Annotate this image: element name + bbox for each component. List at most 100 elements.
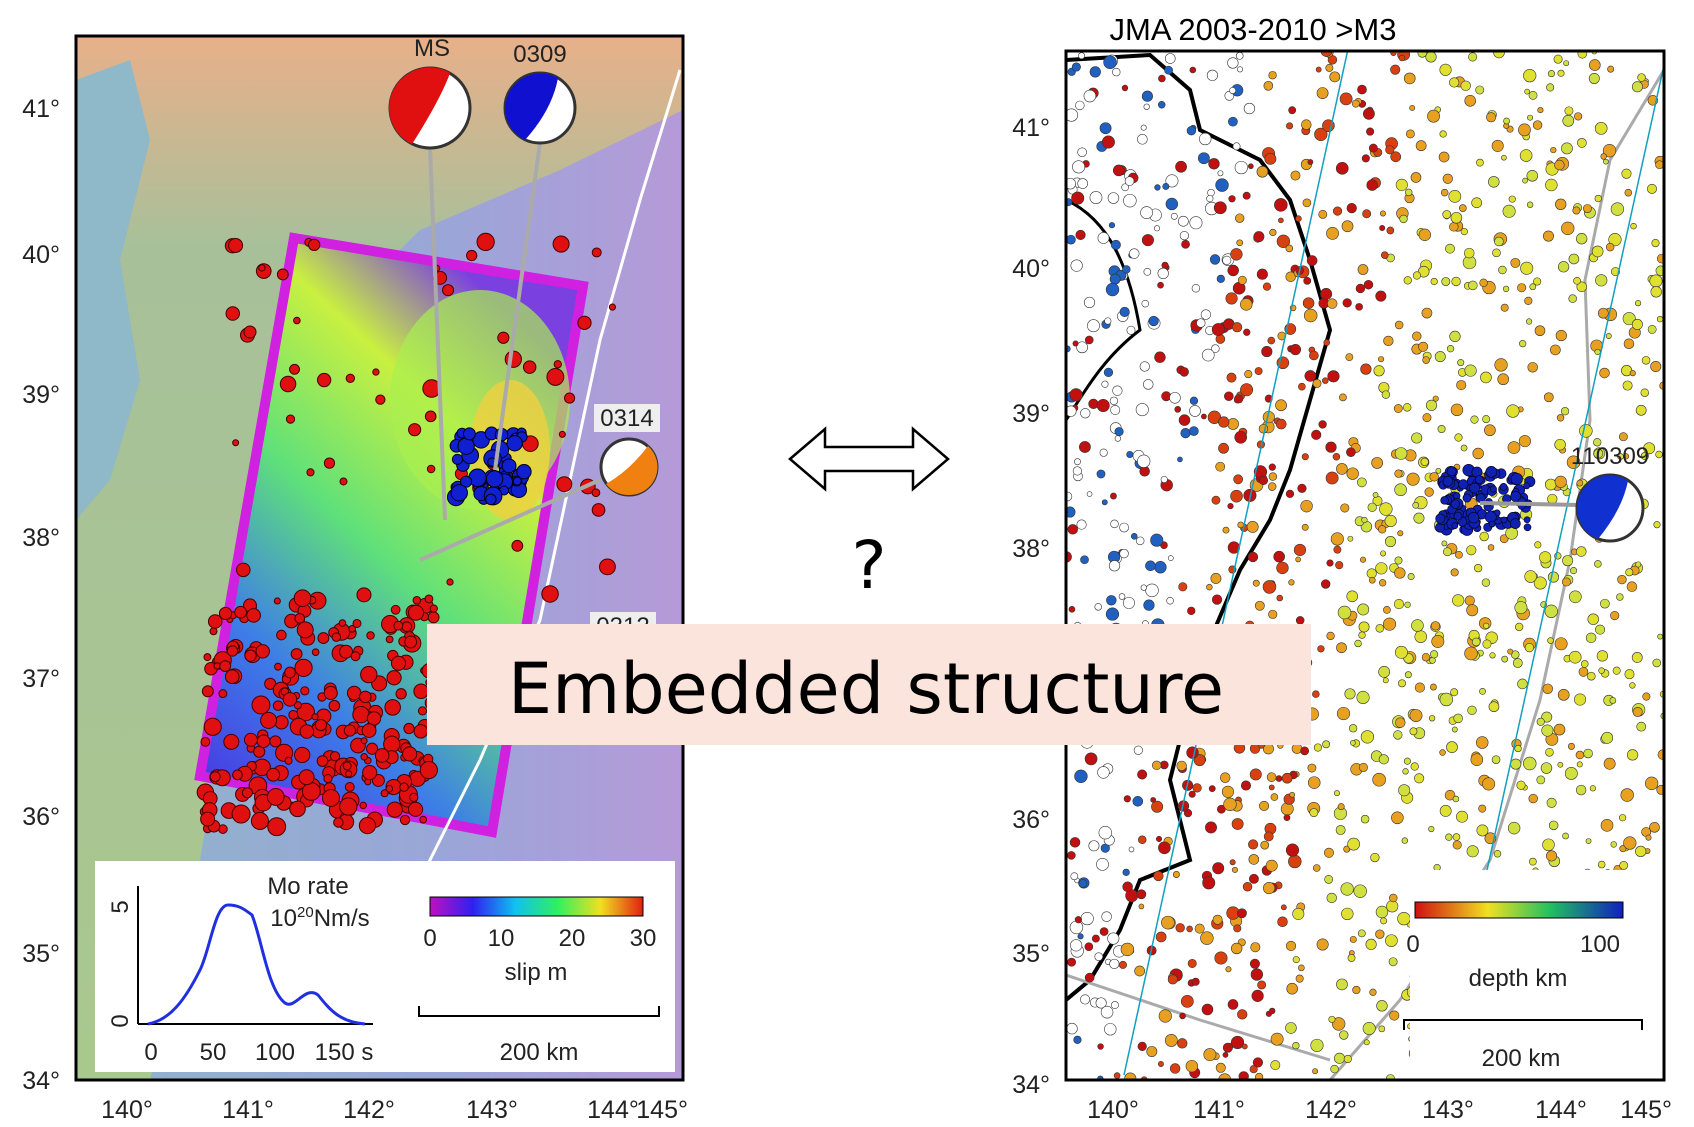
event [1143,379,1153,389]
event [1071,873,1078,880]
event [1555,199,1566,210]
event [1241,781,1250,790]
event [1100,123,1111,134]
event [1411,763,1419,771]
lon-label: 140° [101,1096,153,1124]
event [1095,953,1103,961]
event [1147,1046,1157,1056]
event [1480,279,1488,287]
aftershock [259,265,265,271]
event [1359,763,1367,771]
event [1530,284,1536,290]
event [1546,851,1556,861]
event [1085,753,1097,765]
aftershock [396,689,406,699]
event [1519,435,1530,446]
event [1380,551,1385,556]
leader [1480,503,1580,505]
event [1520,150,1532,162]
event [1175,406,1181,412]
event [1243,882,1252,891]
event [1380,918,1386,924]
event [1263,283,1271,291]
event [1458,359,1464,365]
event [1137,890,1146,899]
event [1461,445,1467,451]
event [1096,858,1108,870]
event [1259,424,1268,433]
event [1106,283,1119,296]
event [1158,268,1169,279]
event [1190,397,1198,405]
aftershock [308,239,319,250]
event [1490,486,1496,492]
event [1123,869,1130,876]
event [1089,841,1099,851]
event [1503,286,1509,292]
event [1479,688,1485,694]
event [1229,196,1236,203]
event [1500,483,1507,490]
event [1473,448,1484,459]
event [1171,213,1177,219]
event [1084,90,1096,102]
event [1122,266,1130,274]
event [1217,275,1225,283]
event [1403,768,1409,774]
event [1537,718,1545,726]
event [1550,345,1560,355]
event [1208,189,1215,196]
event [1611,841,1617,847]
lon-labels: 140°141°142°143°144°145° [101,1096,688,1124]
aftershock [285,667,296,678]
event [1251,942,1260,951]
event [1327,560,1334,567]
event [1214,202,1226,214]
aftershock [202,686,213,697]
event [1080,556,1088,564]
lat-labels: 41°40°39°38°36°35°34° [1012,114,1050,1099]
event [1138,1042,1147,1051]
event [1155,185,1161,191]
event [1244,103,1255,114]
event [1414,774,1424,784]
event [1337,707,1350,720]
aftershock [220,661,231,672]
event [1276,419,1286,429]
event [1475,476,1483,484]
event [1213,915,1222,924]
event [1110,493,1116,499]
aftershock [418,707,426,715]
event [1472,638,1480,646]
event [1165,66,1173,74]
event [1338,803,1344,809]
event [1067,958,1075,966]
event [1144,268,1151,275]
event [1156,836,1161,841]
event [1281,803,1293,815]
slide: MS 0309 0314 0312 5 0 0 50 100 150 s Mo … [0,0,1694,1127]
event [1387,227,1394,234]
event [1319,421,1327,429]
y-tick-label: 5 [107,900,134,913]
event [1310,808,1318,816]
event [1454,714,1463,723]
event [1302,454,1308,460]
event [1529,91,1537,99]
event [1262,346,1273,357]
aftershock [237,563,250,576]
aftershock [410,793,418,801]
event [1545,605,1558,618]
event [1501,517,1507,523]
event [1357,691,1369,703]
event [1154,226,1159,231]
event [1555,439,1566,450]
event [1345,689,1355,699]
event [1608,66,1614,72]
aftershock [274,598,280,604]
event [1288,855,1301,868]
aftershock [340,798,357,815]
event [1395,447,1407,459]
event [1298,383,1305,390]
event [1421,458,1429,466]
